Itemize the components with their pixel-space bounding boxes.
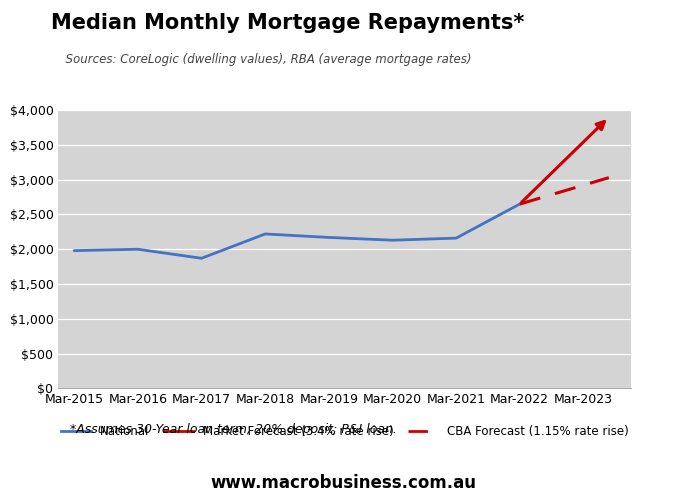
Text: MACRO: MACRO <box>568 29 648 48</box>
Text: Median Monthly Mortgage Repayments*: Median Monthly Mortgage Repayments* <box>51 13 525 33</box>
Text: www.macrobusiness.com.au: www.macrobusiness.com.au <box>210 474 476 492</box>
Text: BUSINESS: BUSINESS <box>563 63 653 78</box>
Legend: National, Market Forecast (3.4% rate rise), CBA Forecast (1.15% rate rise): National, Market Forecast (3.4% rate ris… <box>56 421 633 443</box>
Text: *Assumes 30-Year loan term; 20% deposit; P&I loan.: *Assumes 30-Year loan term; 20% deposit;… <box>58 423 397 436</box>
Text: Sources: CoreLogic (dwelling values), RBA (average mortgage rates): Sources: CoreLogic (dwelling values), RB… <box>58 53 472 66</box>
